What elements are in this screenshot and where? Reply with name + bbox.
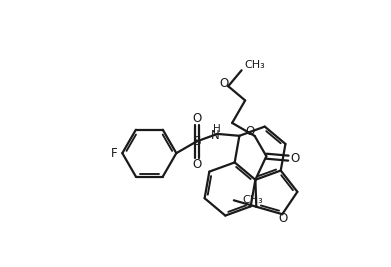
Text: O: O [291,152,300,165]
Text: CH₃: CH₃ [243,195,264,205]
Text: F: F [111,147,118,160]
Text: O: O [192,158,201,171]
Text: CH₃: CH₃ [245,60,265,70]
Text: O: O [192,112,201,125]
Text: O: O [245,125,254,138]
Text: S: S [193,135,200,148]
Text: N: N [211,129,220,142]
Text: O: O [279,212,288,225]
Text: H: H [213,124,221,134]
Text: O: O [220,77,229,90]
